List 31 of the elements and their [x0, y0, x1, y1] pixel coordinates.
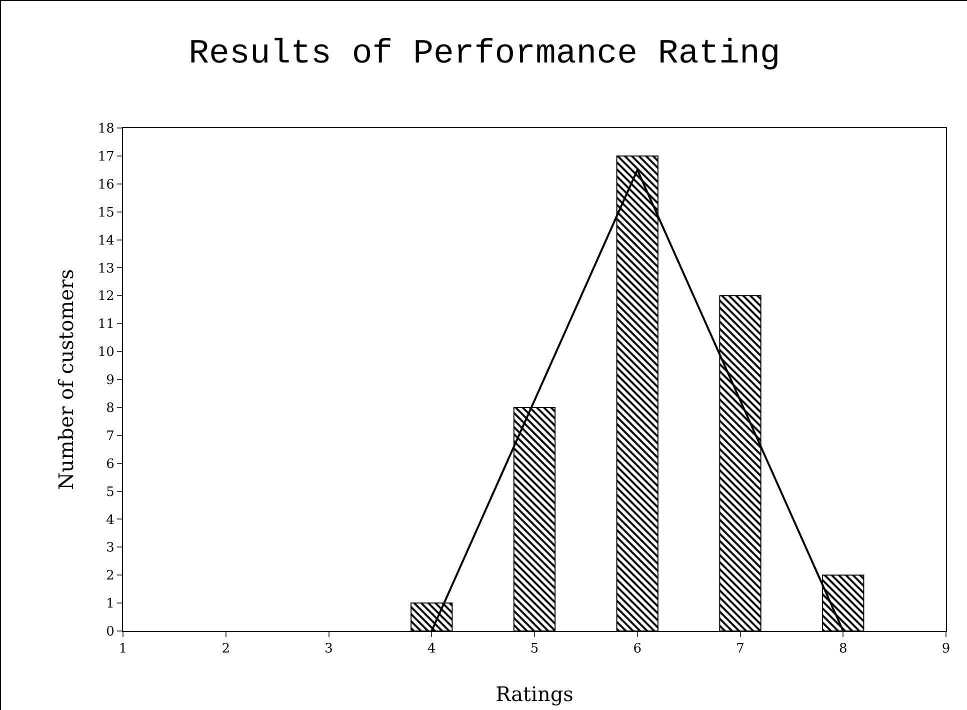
y-tick-label: 15 — [98, 205, 114, 220]
y-tick-label: 17 — [98, 149, 114, 164]
y-tick-label: 3 — [106, 540, 114, 556]
x-tick-label: 7 — [736, 642, 744, 657]
x-tick-label: 2 — [222, 642, 230, 657]
y-tick-label: 14 — [98, 233, 114, 248]
x-tick-label: 1 — [118, 642, 128, 657]
x-tick-label: 5 — [530, 642, 539, 657]
x-tick-label: 9 — [942, 642, 950, 657]
y-tick-label: 1 — [106, 596, 114, 612]
y-tick-label: 4 — [106, 512, 114, 528]
y-tick-label: 5 — [106, 484, 114, 500]
y-tick-label: 16 — [98, 177, 114, 192]
x-tick-label: 4 — [427, 642, 436, 657]
x-tick-label: 3 — [324, 642, 333, 657]
y-tick-label: 0 — [106, 624, 114, 640]
y-tick-label: 7 — [106, 428, 114, 444]
y-tick-label: 18 — [98, 122, 114, 137]
x-tick-label: 6 — [633, 642, 642, 657]
chart-title: Results of Performance Rating — [188, 36, 780, 74]
y-tick-label: 9 — [106, 373, 114, 388]
y-tick-label: 8 — [106, 400, 114, 416]
y-tick-label: 13 — [98, 261, 114, 276]
y-axis-title: Number of customers — [54, 269, 78, 490]
y-tick-label: 12 — [98, 289, 114, 304]
y-tick-label: 11 — [98, 317, 114, 332]
y-tick-label: 10 — [98, 345, 114, 360]
x-axis-title: Ratings — [496, 682, 574, 706]
y-tick-label: 6 — [106, 456, 114, 472]
x-tick-label: 8 — [838, 642, 848, 657]
y-tick-label: 2 — [106, 568, 114, 584]
